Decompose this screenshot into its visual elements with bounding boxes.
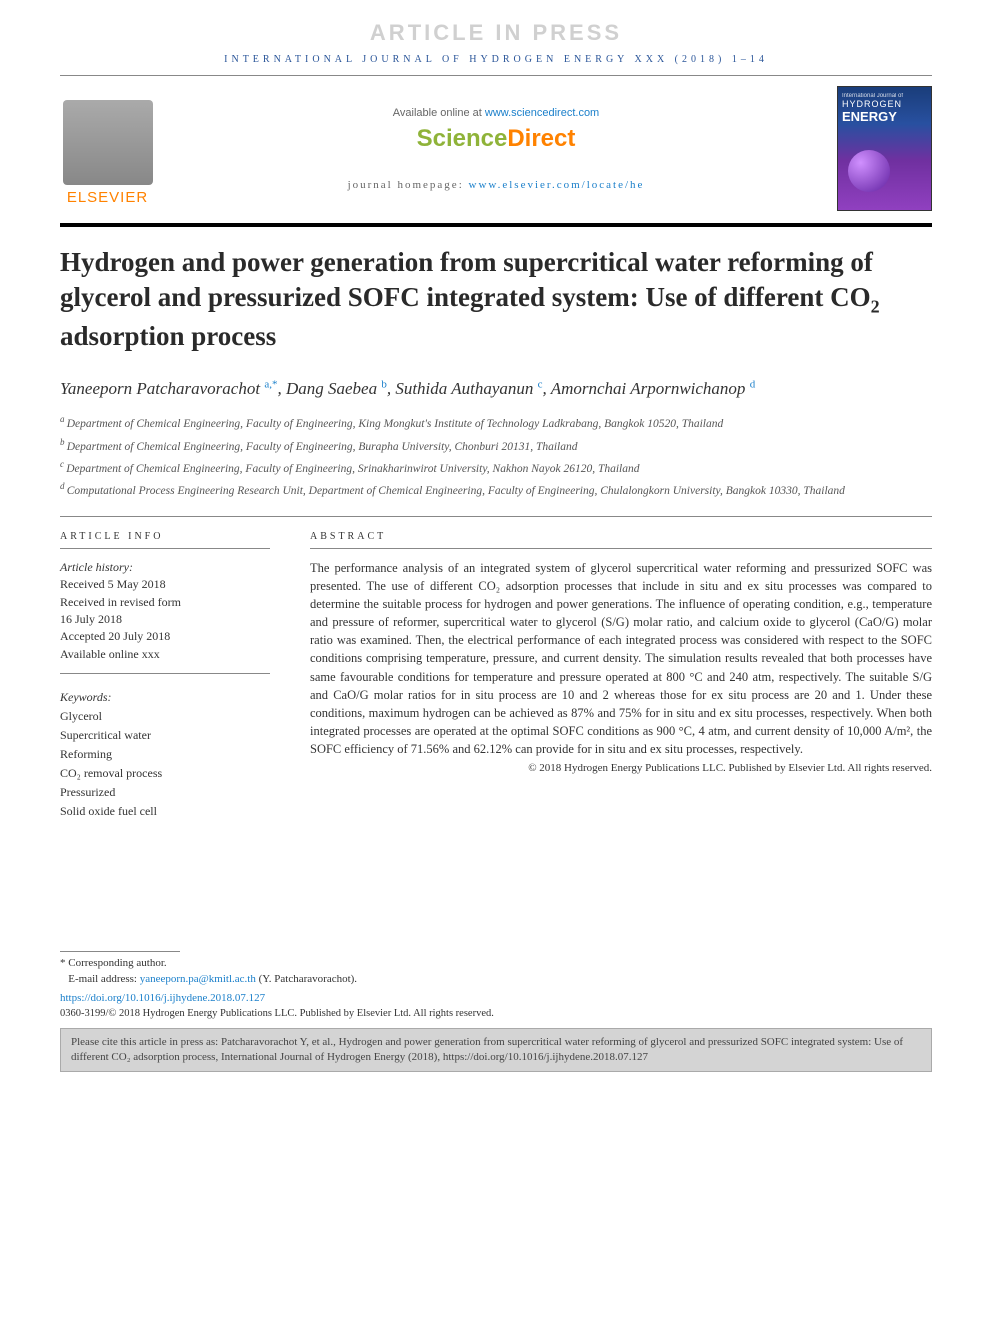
author: Dang Saebea b <box>286 379 387 398</box>
sciencedirect-logo: ScienceDirect <box>165 125 827 153</box>
title-pre: Hydrogen and power generation from super… <box>60 247 873 312</box>
revised-line2: 16 July 2018 <box>60 612 122 626</box>
keyword: Supercritical water <box>60 726 270 744</box>
elsevier-tree-icon <box>63 100 153 185</box>
author-affil-link[interactable]: b <box>381 378 387 390</box>
keyword: Reforming <box>60 745 270 763</box>
title-post: adsorption process <box>60 321 276 351</box>
received-date: Received 5 May 2018 <box>60 577 166 591</box>
email-suffix: (Y. Patcharavorachot). <box>256 973 357 985</box>
author: Suthida Authayanun c <box>395 379 542 398</box>
keywords-label: Keywords: <box>60 690 112 704</box>
citation-box: Please cite this article in press as: Pa… <box>60 1028 932 1072</box>
cover-globe-icon <box>848 150 890 192</box>
cover-energy-text: ENERGY <box>842 109 927 124</box>
revised-line1: Received in revised form <box>60 595 181 609</box>
available-online-line: Available online at www.sciencedirect.co… <box>165 107 827 119</box>
email-line: E-mail address: yaneeporn.pa@kmitl.ac.th… <box>60 972 932 987</box>
article-title: Hydrogen and power generation from super… <box>60 245 932 354</box>
article-info-label: ARTICLE INFO <box>60 531 270 549</box>
publication-line: 0360-3199/© 2018 Hydrogen Energy Publica… <box>60 1007 932 1022</box>
keyword: CO₂ removal process <box>60 764 270 782</box>
article-history: Article history: Received 5 May 2018 Rec… <box>60 559 270 674</box>
homepage-label: journal homepage: <box>348 179 469 191</box>
affiliation: c Department of Chemical Engineering, Fa… <box>60 458 932 478</box>
keyword: Glycerol <box>60 707 270 725</box>
cover-hydrogen-text: HYDROGEN <box>842 99 927 109</box>
sciencedirect-link[interactable]: www.sciencedirect.com <box>485 107 599 119</box>
publisher-header: ELSEVIER Available online at www.science… <box>60 75 932 227</box>
elsevier-logo: ELSEVIER <box>60 91 155 206</box>
sd-logo-direct: Direct <box>507 125 575 152</box>
article-in-press-banner: ARTICLE IN PRESS <box>60 20 932 46</box>
affiliation: a Department of Chemical Engineering, Fa… <box>60 413 932 433</box>
authors-list: Yaneeporn Patcharavorachot a,*, Dang Sae… <box>60 376 932 402</box>
footer: * Corresponding author. E-mail address: … <box>60 951 932 1072</box>
keywords-block: Keywords: GlycerolSupercritical waterRef… <box>60 688 270 820</box>
affiliation: d Computational Process Engineering Rese… <box>60 480 932 500</box>
journal-cover-thumbnail: International Journal of HYDROGEN ENERGY <box>837 86 932 211</box>
journal-homepage-line: journal homepage: www.elsevier.com/locat… <box>165 179 827 191</box>
email-label: E-mail address: <box>68 973 139 985</box>
abstract-text: The performance analysis of an integrate… <box>310 559 932 758</box>
corresponding-author: * Corresponding author. <box>60 956 932 971</box>
journal-homepage-link[interactable]: www.elsevier.com/locate/he <box>469 179 645 191</box>
sd-logo-science: Science <box>417 125 508 152</box>
author: Amornchai Arpornwichanop d <box>551 379 755 398</box>
footnote-rule <box>60 951 180 952</box>
accepted-date: Accepted 20 July 2018 <box>60 629 170 643</box>
online-date: Available online xxx <box>60 647 160 661</box>
title-sub: 2 <box>871 296 880 316</box>
author: Yaneeporn Patcharavorachot a,* <box>60 379 277 398</box>
affiliation: b Department of Chemical Engineering, Fa… <box>60 436 932 456</box>
section-divider <box>60 516 932 517</box>
affiliations-list: a Department of Chemical Engineering, Fa… <box>60 413 932 499</box>
author-affil-link[interactable]: c <box>538 378 543 390</box>
doi-link[interactable]: https://doi.org/10.1016/j.ijhydene.2018.… <box>60 992 265 1004</box>
cover-intl-text: International Journal of <box>842 93 927 99</box>
author-affil-link[interactable]: d <box>750 378 756 390</box>
abstract-label: ABSTRACT <box>310 531 932 549</box>
history-label: Article history: <box>60 560 133 574</box>
available-online-prefix: Available online at <box>393 107 485 119</box>
elsevier-wordmark: ELSEVIER <box>67 189 148 206</box>
author-email-link[interactable]: yaneeporn.pa@kmitl.ac.th <box>140 973 256 985</box>
keyword: Pressurized <box>60 783 270 801</box>
abstract-copyright: © 2018 Hydrogen Energy Publications LLC.… <box>310 762 932 774</box>
keyword: Solid oxide fuel cell <box>60 802 270 820</box>
author-affil-link[interactable]: a,* <box>264 378 277 390</box>
journal-reference-line: INTERNATIONAL JOURNAL OF HYDROGEN ENERGY… <box>60 54 932 65</box>
